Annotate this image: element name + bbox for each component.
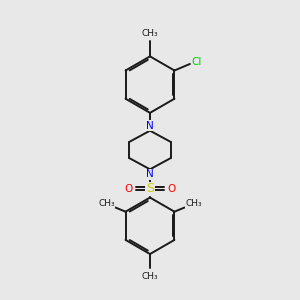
Text: N: N (146, 169, 154, 179)
Text: CH₃: CH₃ (185, 199, 202, 208)
Text: CH₃: CH₃ (142, 29, 158, 38)
Text: S: S (146, 182, 154, 195)
Text: Cl: Cl (191, 57, 202, 67)
Text: N: N (146, 121, 154, 130)
Text: CH₃: CH₃ (98, 199, 115, 208)
Text: CH₃: CH₃ (142, 272, 158, 281)
Text: O: O (124, 184, 132, 194)
Text: O: O (168, 184, 176, 194)
